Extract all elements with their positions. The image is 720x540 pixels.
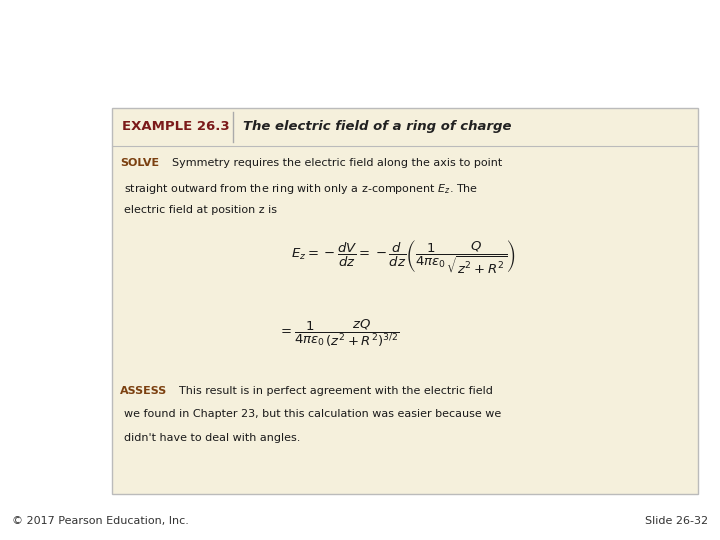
- Text: $E_z = -\dfrac{dV}{dz} = -\dfrac{d}{dz}\left(\dfrac{1}{4\pi\epsilon_0}\dfrac{Q}{: $E_z = -\dfrac{dV}{dz} = -\dfrac{d}{dz}\…: [291, 239, 516, 276]
- Text: straight outward from the ring with only a z-component $E_z$. The: straight outward from the ring with only…: [124, 181, 478, 195]
- Text: EXAMPLE 26.3: EXAMPLE 26.3: [122, 120, 230, 133]
- Text: Charge: Charge: [12, 62, 106, 86]
- Text: electric field at position z is: electric field at position z is: [124, 205, 277, 215]
- Text: ASSESS: ASSESS: [120, 386, 168, 396]
- Text: Symmetry requires the electric field along the axis to point: Symmetry requires the electric field alo…: [172, 158, 503, 168]
- Text: SOLVE: SOLVE: [120, 158, 159, 168]
- Text: didn't have to deal with angles.: didn't have to deal with angles.: [124, 433, 300, 443]
- Text: Slide 26-32: Slide 26-32: [645, 516, 708, 526]
- Text: $= \dfrac{1}{4\pi\epsilon_0}\dfrac{zQ}{(z^2+R^2)^{3/2}}$: $= \dfrac{1}{4\pi\epsilon_0}\dfrac{zQ}{(…: [278, 318, 399, 349]
- Text: we found in Chapter 23, but this calculation was easier because we: we found in Chapter 23, but this calcula…: [124, 409, 501, 419]
- FancyBboxPatch shape: [112, 108, 698, 494]
- Text: The electric field of a ring of charge: The electric field of a ring of charge: [243, 120, 512, 133]
- Text: This result is in perfect agreement with the electric field: This result is in perfect agreement with…: [179, 386, 493, 396]
- Text: Example 26.3 The Electric Field of a Ring of: Example 26.3 The Electric Field of a Rin…: [12, 18, 592, 42]
- Text: © 2017 Pearson Education, Inc.: © 2017 Pearson Education, Inc.: [12, 516, 189, 526]
